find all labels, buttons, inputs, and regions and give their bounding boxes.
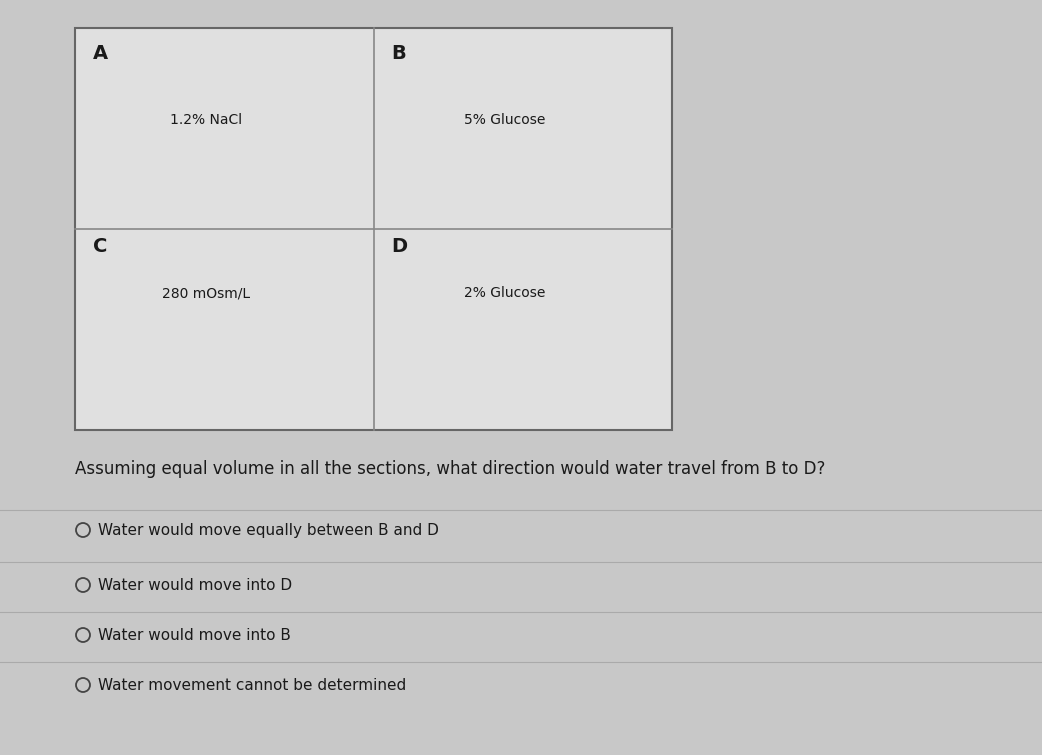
Text: Water movement cannot be determined: Water movement cannot be determined [98,677,406,692]
Text: 2% Glucose: 2% Glucose [464,286,546,300]
Text: 280 mOsm/L: 280 mOsm/L [163,286,250,300]
Bar [75,28,672,430]
Text: Water would move equally between B and D: Water would move equally between B and D [98,522,439,538]
Text: 1.2% NaCl: 1.2% NaCl [170,113,243,128]
Text: Assuming equal volume in all the sections, what direction would water travel fro: Assuming equal volume in all the section… [75,460,825,478]
Text: B: B [392,44,406,63]
Text: Water would move into B: Water would move into B [98,627,291,643]
Text: C: C [93,237,107,256]
Text: A: A [93,44,108,63]
Text: 5% Glucose: 5% Glucose [464,113,546,128]
Text: D: D [392,237,407,256]
Text: Water would move into D: Water would move into D [98,578,292,593]
